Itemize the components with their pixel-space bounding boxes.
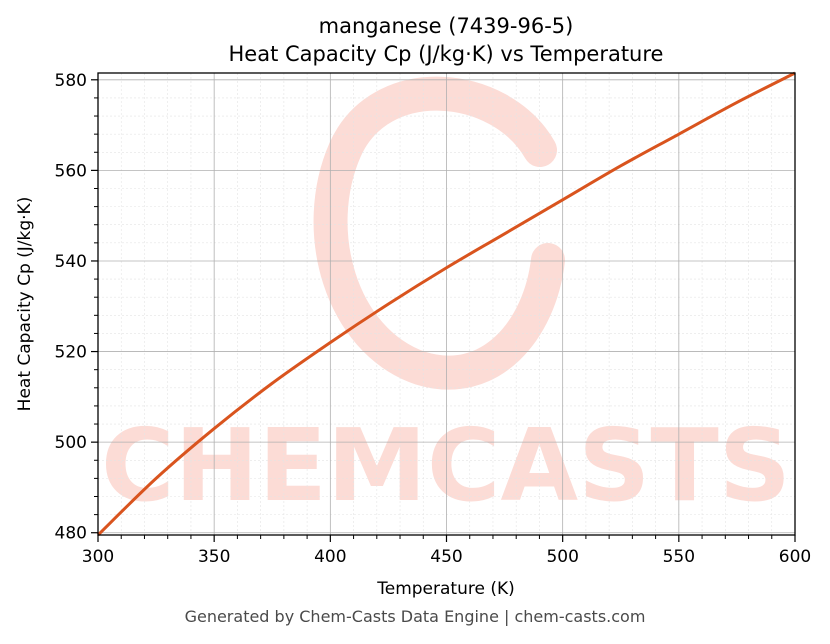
x-tick-label: 450 [430, 547, 462, 567]
x-tick-label: 350 [198, 547, 230, 567]
y-axis-label: Heat Capacity Cp (J/kg·K) [15, 197, 35, 412]
y-tick-label: 520 [55, 343, 87, 363]
x-tick-label: 500 [546, 547, 578, 567]
watermark: CHEMCASTS [101, 76, 791, 524]
y-tick-label: 540 [55, 252, 87, 272]
y-tick-label: 560 [55, 161, 87, 181]
tick-labels: 300 350 400 450 500 550 600 480 500 520 540 560 580 [55, 71, 812, 567]
x-axis-label: Temperature (K) [376, 579, 515, 599]
major-grid [97, 73, 796, 535]
watermark-text: CHEMCASTS [101, 407, 791, 524]
series-line [96, 71, 796, 537]
footer-credit: Generated by Chem-Casts Data Engine | ch… [184, 607, 646, 626]
y-tick-label: 580 [55, 71, 87, 91]
y-tick-label: 480 [55, 524, 87, 544]
chart-title: manganese (7439-96-5) [319, 14, 574, 38]
x-tick-label: 300 [82, 547, 114, 567]
x-tick-label: 600 [779, 547, 811, 567]
chart-subtitle: Heat Capacity Cp (J/kg·K) vs Temperature [229, 42, 664, 66]
watermark-logo-ring [313, 76, 565, 390]
x-tick-label: 550 [663, 547, 695, 567]
y-tick-label: 500 [55, 433, 87, 453]
ticks [91, 79, 796, 542]
x-tick-label: 400 [314, 547, 346, 567]
